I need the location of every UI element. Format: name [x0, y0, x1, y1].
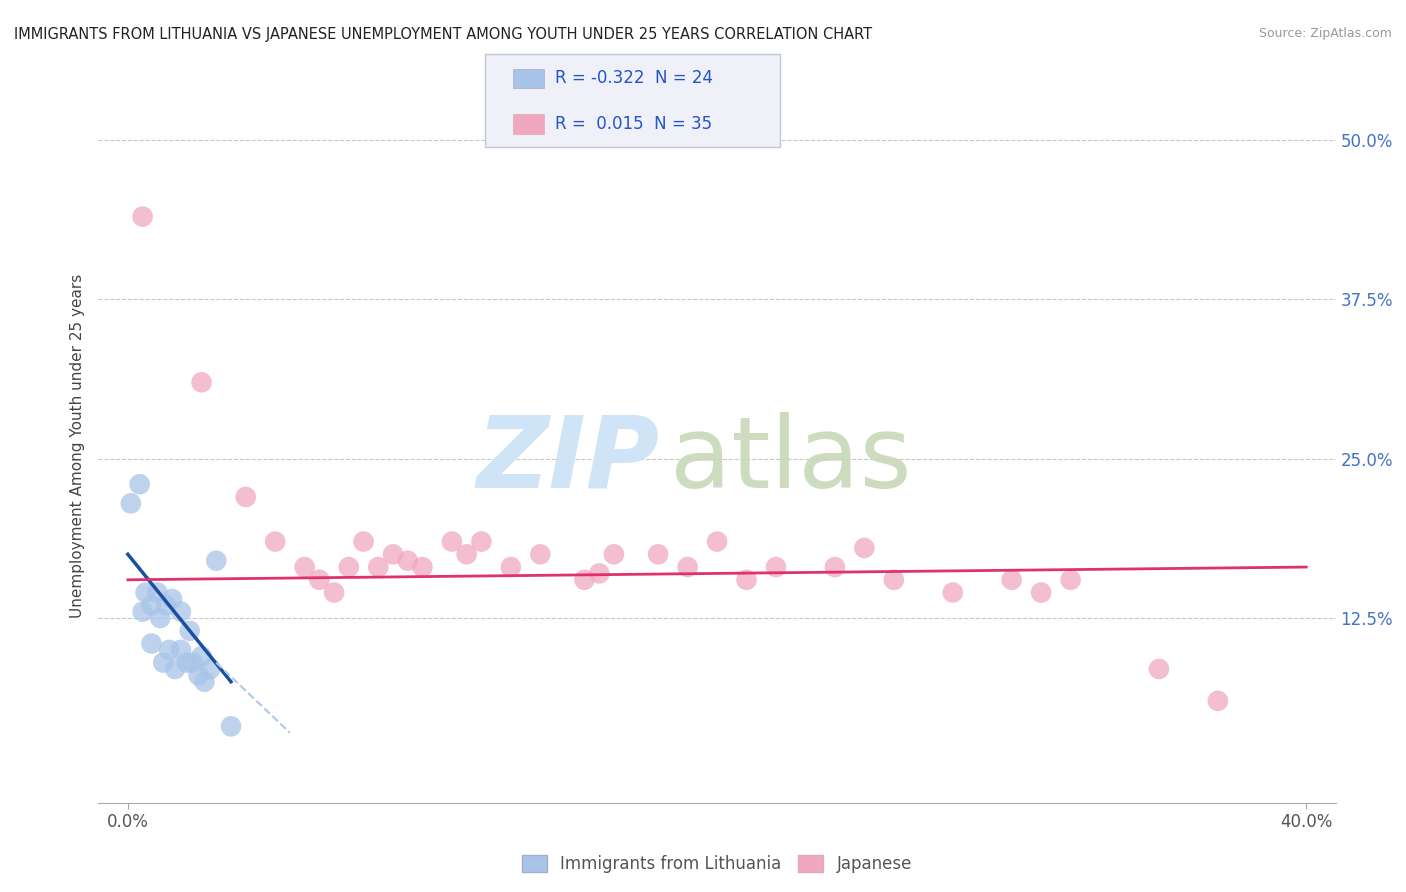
Point	[470, 534, 492, 549]
Point	[396, 554, 419, 568]
Point	[676, 560, 699, 574]
Point	[141, 636, 163, 650]
Point	[382, 547, 405, 561]
Point	[176, 656, 198, 670]
Point	[853, 541, 876, 555]
Point	[190, 649, 212, 664]
Point	[235, 490, 257, 504]
Point	[499, 560, 522, 574]
Point	[337, 560, 360, 574]
Text: R =  0.015  N = 35: R = 0.015 N = 35	[555, 115, 713, 133]
Point	[574, 573, 596, 587]
Point	[603, 547, 626, 561]
Point	[187, 668, 209, 682]
Point	[131, 605, 153, 619]
Point	[179, 624, 201, 638]
Point	[1059, 573, 1081, 587]
Point	[1001, 573, 1024, 587]
Point	[942, 585, 965, 599]
Text: IMMIGRANTS FROM LITHUANIA VS JAPANESE UNEMPLOYMENT AMONG YOUTH UNDER 25 YEARS CO: IMMIGRANTS FROM LITHUANIA VS JAPANESE UN…	[14, 27, 872, 42]
Point	[440, 534, 463, 549]
Y-axis label: Unemployment Among Youth under 25 years: Unemployment Among Youth under 25 years	[70, 274, 86, 618]
Text: atlas: atlas	[671, 412, 912, 508]
Point	[155, 599, 177, 613]
Point	[1206, 694, 1229, 708]
Point	[205, 554, 228, 568]
Point	[735, 573, 758, 587]
Text: ZIP: ZIP	[477, 412, 659, 508]
Point	[323, 585, 346, 599]
Point	[160, 591, 183, 606]
Point	[1029, 585, 1052, 599]
Point	[294, 560, 316, 574]
Point	[157, 643, 180, 657]
Point	[219, 719, 242, 733]
Point	[181, 656, 204, 670]
Point	[141, 599, 163, 613]
Text: Source: ZipAtlas.com: Source: ZipAtlas.com	[1258, 27, 1392, 40]
Point	[411, 560, 433, 574]
Point	[128, 477, 150, 491]
Point	[170, 605, 193, 619]
Point	[163, 662, 186, 676]
Point	[529, 547, 551, 561]
Point	[883, 573, 905, 587]
Point	[1147, 662, 1170, 676]
Point	[131, 210, 153, 224]
Point	[647, 547, 669, 561]
Text: R = -0.322  N = 24: R = -0.322 N = 24	[555, 70, 713, 87]
Point	[588, 566, 610, 581]
Point	[824, 560, 846, 574]
Point	[135, 585, 157, 599]
Point	[190, 376, 212, 390]
Point	[367, 560, 389, 574]
Point	[170, 643, 193, 657]
Legend: Immigrants from Lithuania, Japanese: Immigrants from Lithuania, Japanese	[516, 848, 918, 880]
Point	[120, 496, 142, 510]
Point	[149, 611, 172, 625]
Point	[353, 534, 375, 549]
Point	[200, 662, 222, 676]
Point	[308, 573, 330, 587]
Point	[264, 534, 287, 549]
Point	[456, 547, 478, 561]
Point	[765, 560, 787, 574]
Point	[152, 656, 174, 670]
Point	[193, 674, 215, 689]
Point	[706, 534, 728, 549]
Point	[146, 585, 169, 599]
